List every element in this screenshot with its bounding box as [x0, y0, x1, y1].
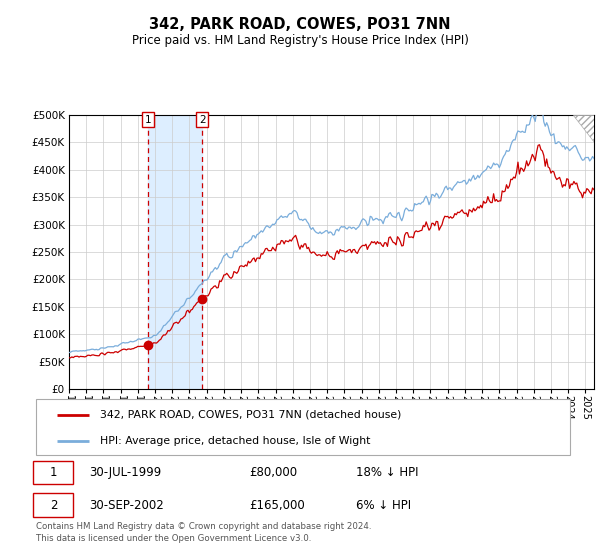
FancyBboxPatch shape: [34, 461, 73, 484]
Text: 1: 1: [145, 115, 151, 125]
Text: 2: 2: [50, 498, 58, 512]
Text: Contains HM Land Registry data © Crown copyright and database right 2024.
This d: Contains HM Land Registry data © Crown c…: [36, 522, 371, 543]
Text: 342, PARK ROAD, COWES, PO31 7NN: 342, PARK ROAD, COWES, PO31 7NN: [149, 17, 451, 32]
Text: £80,000: £80,000: [250, 466, 298, 479]
Bar: [148, 115, 202, 389]
Text: £165,000: £165,000: [250, 498, 305, 512]
Text: 2: 2: [199, 115, 206, 125]
Text: 18% ↓ HPI: 18% ↓ HPI: [356, 466, 419, 479]
Text: 30-JUL-1999: 30-JUL-1999: [89, 466, 161, 479]
FancyBboxPatch shape: [36, 399, 570, 455]
Text: 1: 1: [50, 466, 58, 479]
Text: 342, PARK ROAD, COWES, PO31 7NN (detached house): 342, PARK ROAD, COWES, PO31 7NN (detache…: [100, 410, 401, 420]
FancyBboxPatch shape: [34, 493, 73, 517]
Text: HPI: Average price, detached house, Isle of Wight: HPI: Average price, detached house, Isle…: [100, 436, 370, 446]
Polygon shape: [574, 115, 594, 142]
Text: 30-SEP-2002: 30-SEP-2002: [89, 498, 164, 512]
Text: Price paid vs. HM Land Registry's House Price Index (HPI): Price paid vs. HM Land Registry's House …: [131, 34, 469, 46]
Text: 6% ↓ HPI: 6% ↓ HPI: [356, 498, 412, 512]
